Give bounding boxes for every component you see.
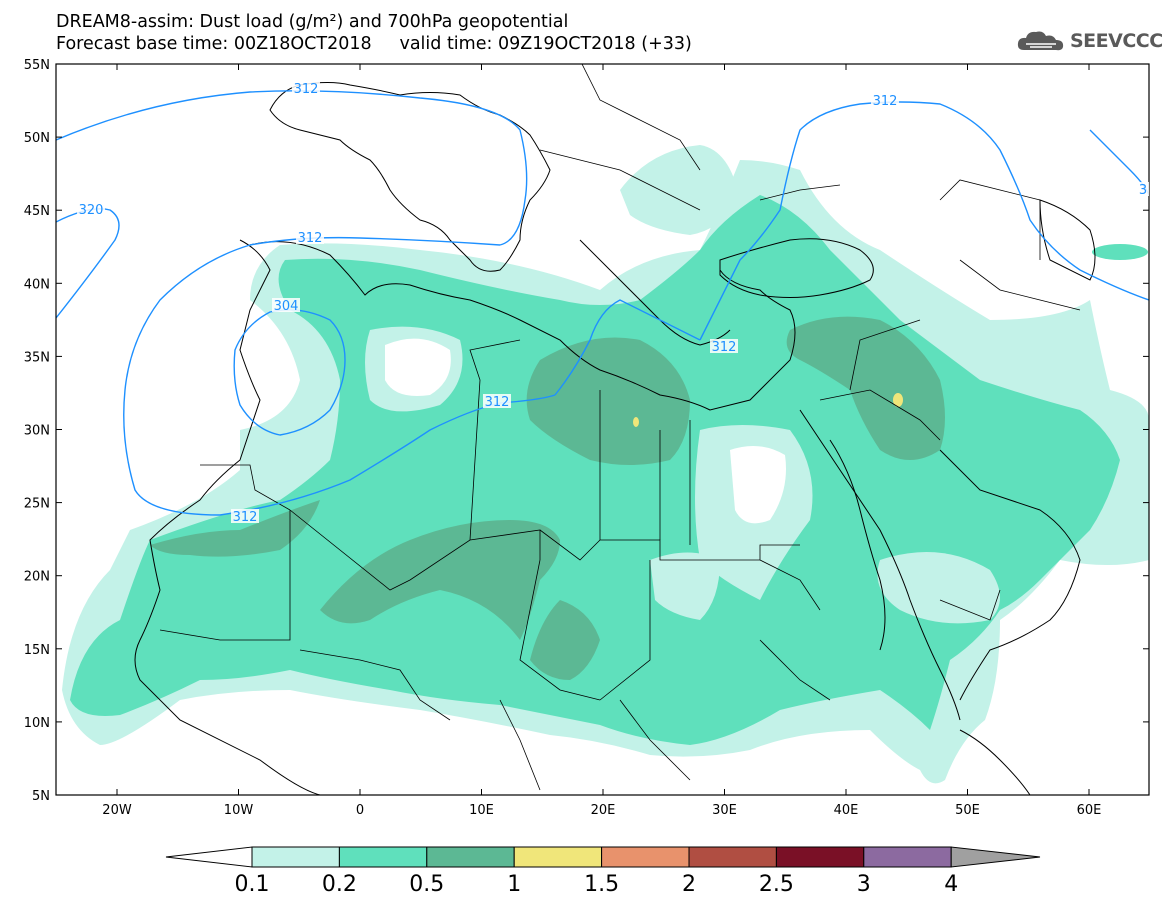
colorbar-boxes [165, 846, 1041, 868]
colorbar-label: 0.1 [235, 872, 270, 897]
dust-caspian-patch [1092, 244, 1148, 260]
contour-label: 312 [712, 340, 737, 355]
lon-label: 20E [591, 803, 616, 818]
contour-label: 304 [274, 299, 299, 314]
contour-label-bg [231, 509, 259, 523]
dust-layer-dark-iraq [786, 316, 945, 460]
dust-field [62, 145, 1149, 784]
contour-label: 312 [873, 94, 898, 109]
contour-label-bg [272, 298, 300, 312]
lat-label: 20N [24, 570, 50, 585]
colorbar-label: 3 [857, 872, 871, 897]
colorbar-swatch [688, 846, 777, 868]
colorbar-swatch [601, 846, 690, 868]
dust-layer-light-balkans [620, 145, 740, 235]
dust-max-iraq [893, 393, 903, 407]
lon-label: 60E [1077, 803, 1102, 818]
valid-time: valid time: 09Z19OCT2018 (+33) [399, 34, 692, 54]
dust-clear-area-arabia [877, 552, 1000, 624]
colorbar-swatch [251, 846, 340, 868]
colorbar-under-arrow [165, 846, 253, 868]
contour-label: 320 [79, 203, 104, 218]
colorbar-swatch [513, 846, 603, 868]
lon-label: 20W [102, 803, 132, 818]
contour-label-bg [292, 81, 320, 95]
contour-label-group: 312 312 320 312 304 312 312 312 3 [77, 81, 1149, 525]
contour-label-bg [710, 339, 738, 353]
dust-layer-dark-west [150, 500, 320, 557]
lon-label: 40E [834, 803, 859, 818]
contour-label-bg [483, 394, 511, 408]
colorbar-over-arrow [950, 846, 1041, 868]
colorbar-label: 0.5 [409, 872, 444, 897]
dust-layer-dark-libya [526, 337, 690, 465]
lat-label: 55N [24, 58, 50, 73]
lat-label: 15N [24, 643, 50, 658]
contour-label-bg [1137, 182, 1149, 196]
lat-label: 45N [24, 204, 50, 219]
lat-label: 50N [24, 131, 50, 146]
colorbar-swatch [775, 846, 865, 868]
colorbar-label: 1.5 [584, 872, 619, 897]
contour-label: 312 [298, 231, 323, 246]
colorbar-label: 4 [944, 872, 958, 897]
lon-label: 30E [712, 803, 737, 818]
dust-max-libya [633, 417, 639, 427]
colorbar-label: 1 [507, 872, 521, 897]
dust-clear-area-mediterranean [385, 338, 451, 396]
lat-label: 35N [24, 350, 50, 365]
dust-layer-dark-sahel [320, 520, 560, 640]
colorbar-labels: 0.1 0.2 0.5 1 1.5 2 2.5 3 4 [235, 872, 959, 897]
colorbar-swatch [426, 846, 515, 868]
contour-label: 312 [233, 510, 258, 525]
chart-subtitle: Forecast base time: 00Z18OCT2018 valid t… [56, 34, 692, 54]
contour-label: 3 [1139, 183, 1147, 198]
dust-clear-area-sudan [650, 552, 720, 620]
seevccc-logo: SEEVCCC [1016, 28, 1163, 54]
colorbar-label: 2 [682, 872, 696, 897]
chart-title: DREAM8-assim: Dust load (g/m²) and 700hP… [56, 12, 569, 32]
colorbar-label: 0.2 [322, 872, 357, 897]
colorbar-swatch [338, 846, 428, 868]
dust-layer-dark-chad [530, 600, 600, 680]
logo-text: SEEVCCC [1070, 30, 1163, 52]
contour-label: 312 [485, 395, 510, 410]
lon-label: 10E [469, 803, 494, 818]
contour-label-bg [296, 230, 324, 244]
lon-label: 0 [356, 803, 364, 818]
colorbar-swatch [863, 846, 952, 868]
forecast-base-time: Forecast base time: 00Z18OCT2018 [56, 34, 372, 54]
lon-label: 50E [955, 803, 980, 818]
borders [159, 64, 1081, 791]
contour-label-bg [77, 202, 105, 216]
lat-label: 10N [24, 716, 50, 731]
coastlines [134, 82, 1096, 795]
lon-label: 10W [224, 803, 254, 818]
contour-label: 312 [294, 82, 319, 97]
cloud-icon [1017, 31, 1064, 51]
lat-label: 25N [24, 497, 50, 512]
lat-label: 5N [32, 789, 50, 804]
colorbar-label: 2.5 [759, 872, 794, 897]
dust-clear-area-egypt-core [730, 446, 786, 524]
contour-label-bg [871, 93, 899, 107]
lat-ticks: 55N 50N 45N 40N 35N 30N 25N 20N 15N 10N 5N [24, 58, 1149, 804]
lat-label: 40N [24, 277, 50, 292]
lat-label: 30N [24, 424, 50, 439]
lon-ticks: 20W 10W 0 10E 20E 30E 40E 50E 60E [102, 64, 1101, 818]
